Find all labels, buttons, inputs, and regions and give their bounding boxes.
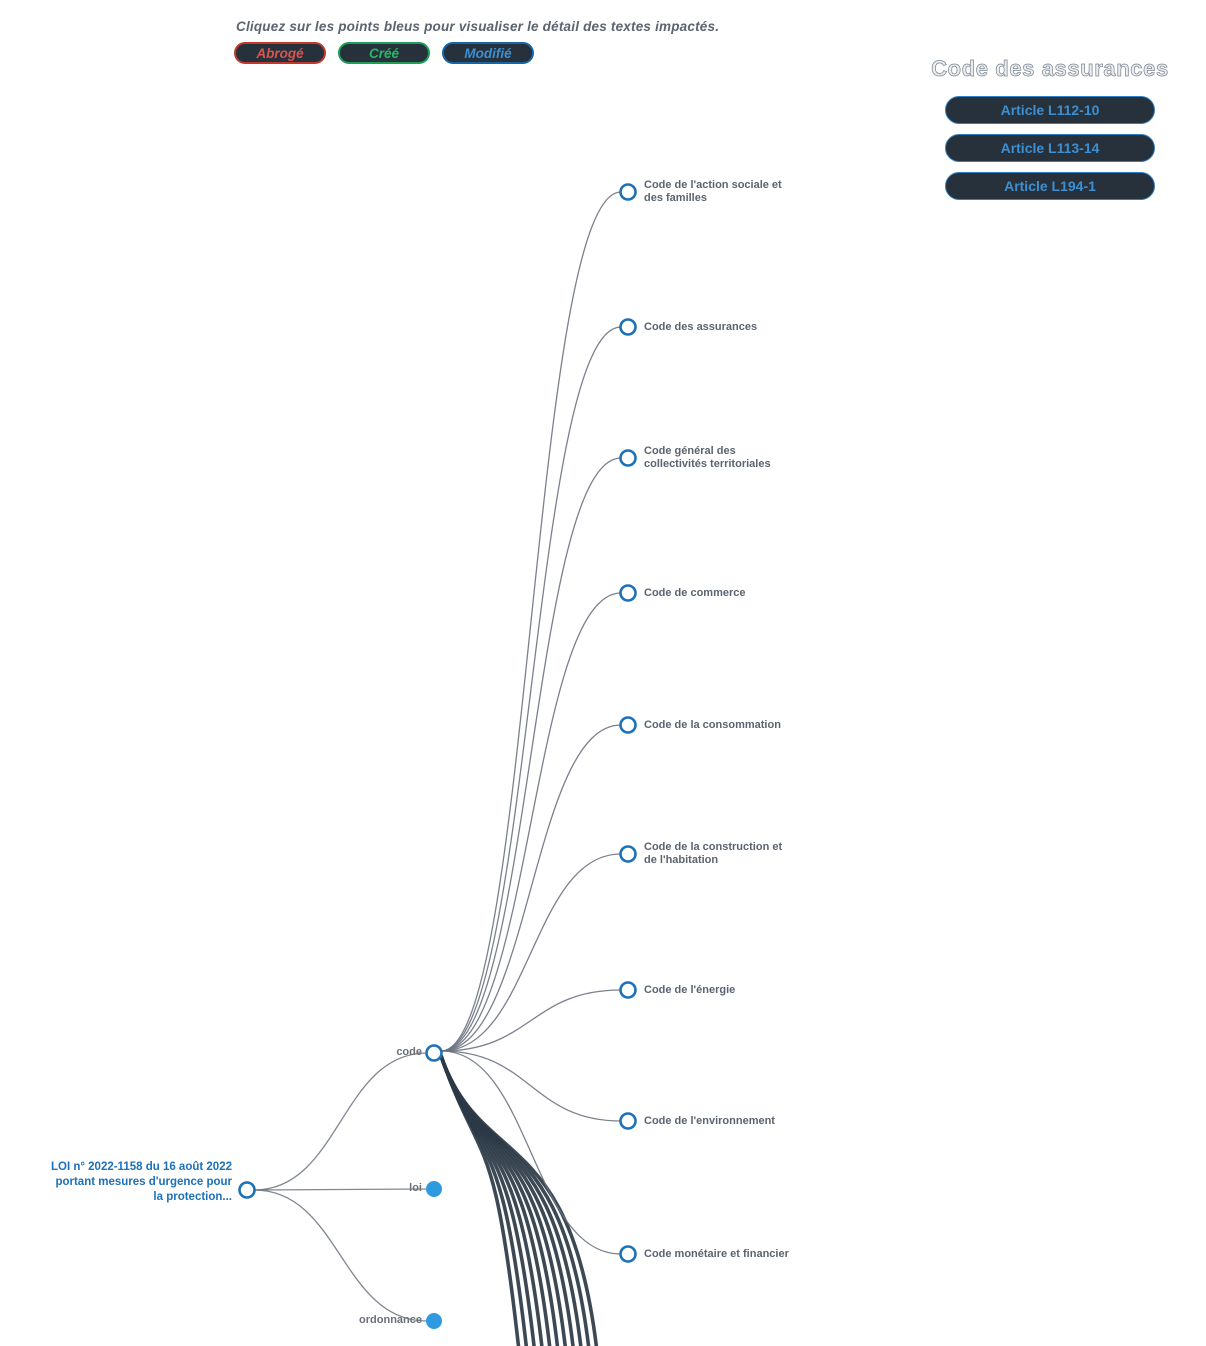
graph-edge [440, 191, 622, 1052]
article-list: Article L112-10 Article L113-14 Article … [920, 96, 1180, 200]
graph-node-label: Code de l'environnement [644, 1115, 775, 1127]
graph-node-category-ordonnance[interactable] [426, 1313, 442, 1329]
graph-node-label: Code de l'action sociale et des familles [644, 179, 782, 204]
graph-edge [440, 853, 622, 1052]
graph-node-leaf-8[interactable] [619, 1245, 637, 1263]
legend-pill-modifie[interactable]: Modifié [442, 42, 534, 64]
detail-panel: Code des assurances Article L112-10 Arti… [920, 56, 1180, 200]
graph-node-label: Code de l'énergie [644, 984, 736, 996]
graph-node-leaf-6[interactable] [619, 981, 637, 999]
article-button-3[interactable]: Article L194-1 [945, 172, 1155, 200]
graph-edge [253, 1189, 428, 1322]
graph-node-label: loi [409, 1182, 422, 1194]
legend-pill-abroge[interactable]: Abrogé [234, 42, 326, 64]
graph-node-leaf-3[interactable] [619, 584, 637, 602]
graph-edge-bundle [439, 1055, 560, 1346]
article-button-1[interactable]: Article L112-10 [945, 96, 1155, 124]
graph-node-label: LOI n° 2022-1158 du 16 août 2022 portant… [50, 1161, 232, 1203]
graph-node-label: Code de la consommation [644, 719, 781, 731]
legend-pill-cree[interactable]: Créé [338, 42, 430, 64]
graph-node-label: Code de la construction et de l'habitati… [644, 841, 783, 866]
graph-node-label: ordonnance [359, 1314, 422, 1326]
graph-node-leaf-1[interactable] [619, 318, 637, 336]
graph-node-leaf-4[interactable] [619, 716, 637, 734]
graph-node-label: Code général des collectivités territori… [644, 445, 771, 470]
graph-node-label: Code des assurances [644, 321, 758, 333]
graph-node-category-loi[interactable] [426, 1181, 442, 1197]
graph-edge [440, 989, 622, 1052]
graph-edge [440, 1050, 622, 1122]
graph-node-label: code [396, 1046, 422, 1058]
graph-edge [440, 457, 622, 1052]
graph-edge [440, 724, 622, 1052]
graph-node-leaf-2[interactable] [619, 449, 637, 467]
graph-edge [440, 1050, 622, 1255]
graph-node-leaf-0[interactable] [619, 183, 637, 201]
graph-edge [253, 1052, 428, 1191]
legend: Abrogé Créé Modifié [234, 42, 534, 64]
hint-text: Cliquez sur les points bleus pour visual… [236, 19, 720, 34]
graph-node-category-code[interactable] [425, 1044, 443, 1062]
graph-edge [440, 326, 622, 1052]
article-button-2[interactable]: Article L113-14 [945, 134, 1155, 162]
panel-title: Code des assurances [931, 56, 1169, 82]
graph-node-label: Code de commerce [644, 587, 746, 599]
graph-node-root[interactable] [238, 1181, 256, 1199]
graph-edge [253, 1188, 428, 1191]
graph-edge-bundle [439, 1055, 599, 1346]
graph-edge [440, 592, 622, 1052]
graph-node-leaf-7[interactable] [619, 1112, 637, 1130]
graph-node-leaf-5[interactable] [619, 845, 637, 863]
graph-node-label: Code monétaire et financier [644, 1248, 789, 1260]
